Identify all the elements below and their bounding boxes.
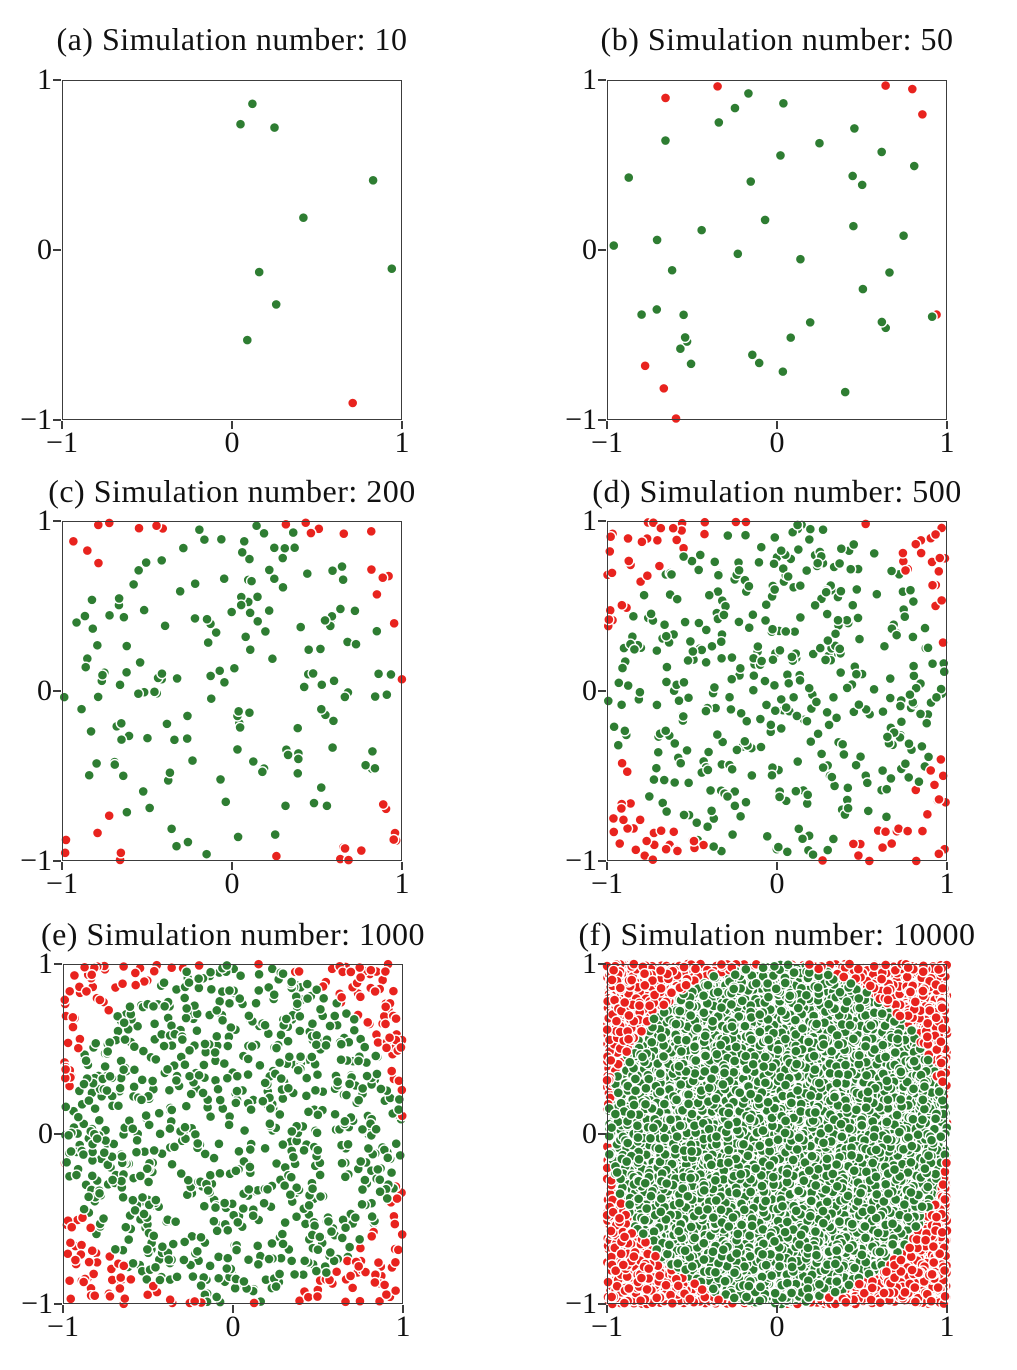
y-tick [54, 963, 62, 965]
y-tick-label: 0 [37, 674, 52, 707]
x-tick-label: 0 [224, 426, 240, 459]
x-tick [401, 421, 403, 429]
x-tick [946, 862, 948, 870]
x-tick [231, 421, 233, 429]
y-tick-label: 1 [37, 504, 52, 537]
y-tick-label: 1 [582, 63, 597, 96]
scatter-canvas-d [599, 513, 955, 869]
y-tick-label: −1 [20, 403, 52, 436]
y-tick [598, 1303, 606, 1305]
y-tick [54, 1303, 62, 1305]
y-tick-label: 1 [38, 947, 53, 980]
y-tick-label: 0 [582, 674, 597, 707]
y-tick [54, 1133, 62, 1135]
panel-e-plot: −1 −1 0 0 1 1 [21, 949, 411, 1342]
x-tick-label: 0 [769, 867, 785, 900]
panel-a-plot: −1 −1 0 0 1 1 [20, 65, 410, 458]
x-tick-label: 0 [769, 426, 785, 459]
x-tick [776, 421, 778, 429]
x-tick-label: 0 [224, 867, 240, 900]
x-tick-label: 0 [225, 1310, 241, 1343]
x-tick-label: −1 [591, 867, 623, 900]
y-tick-label: −1 [565, 1287, 597, 1320]
x-tick-label: 1 [394, 426, 410, 459]
x-tick [231, 862, 233, 870]
x-tick [62, 1305, 64, 1313]
y-tick [53, 690, 61, 692]
x-tick-label: −1 [591, 1310, 623, 1343]
x-tick [61, 421, 63, 429]
x-tick-label: 1 [939, 867, 955, 900]
x-tick-label: −1 [46, 426, 78, 459]
scatter-canvas-a [54, 72, 410, 428]
x-tick [776, 862, 778, 870]
panel-e: (e) Simulation number: 1000 −1 −1 0 0 1 1 [21, 916, 424, 1342]
panel-d-plot: −1 −1 0 0 1 1 [565, 506, 955, 899]
panel-b-title: (b) Simulation number: 50 [600, 21, 954, 57]
x-tick [61, 862, 63, 870]
x-tick-label: 0 [769, 1310, 785, 1343]
x-tick-label: −1 [46, 867, 78, 900]
panel-c: (c) Simulation number: 200 −1 −1 0 0 1 1 [20, 473, 415, 899]
panel-c-title: (c) Simulation number: 200 [48, 473, 416, 509]
panel-b: (b) Simulation number: 50 −1 −1 0 0 1 1 [565, 21, 955, 458]
y-tick-label: −1 [565, 403, 597, 436]
panel-f-plot: −1 −1 0 0 1 1 [565, 949, 955, 1342]
scatter-canvas-e [55, 956, 411, 1312]
x-tick-label: 1 [939, 426, 955, 459]
y-tick [598, 520, 606, 522]
y-tick-label: 0 [582, 1117, 597, 1150]
x-tick-label: 1 [395, 1310, 411, 1343]
y-tick [598, 79, 606, 81]
x-tick [606, 862, 608, 870]
x-tick [946, 1305, 948, 1313]
y-tick-label: 0 [582, 233, 597, 266]
y-tick-label: 0 [38, 1117, 53, 1150]
x-tick [606, 1305, 608, 1313]
scatter-canvas-b [599, 72, 955, 428]
panel-d: (d) Simulation number: 500 −1 −1 0 0 1 1 [565, 473, 961, 899]
y-tick-label: 1 [37, 63, 52, 96]
x-tick [776, 1305, 778, 1313]
y-tick [53, 860, 61, 862]
x-tick-label: 1 [939, 1310, 955, 1343]
panel-d-title: (d) Simulation number: 500 [592, 473, 962, 509]
panel-c-plot: −1 −1 0 0 1 1 [20, 506, 410, 899]
panel-a: (a) Simulation number: 10 −1 −1 0 0 1 1 [20, 21, 410, 458]
y-tick [598, 249, 606, 251]
x-tick-label: −1 [591, 426, 623, 459]
y-tick [598, 860, 606, 862]
x-tick [232, 1305, 234, 1313]
scatter-canvas-c [54, 513, 410, 869]
y-tick [53, 520, 61, 522]
scatter-canvas-f [599, 956, 955, 1312]
x-tick-label: 1 [394, 867, 410, 900]
y-tick [598, 1133, 606, 1135]
y-tick-label: −1 [565, 844, 597, 877]
panel-a-title: (a) Simulation number: 10 [56, 21, 408, 57]
y-tick [53, 249, 61, 251]
panel-f: (f) Simulation number: 10000 −1 −1 0 0 1 1 [565, 916, 975, 1342]
y-tick-label: 0 [37, 233, 52, 266]
y-tick-label: −1 [20, 844, 52, 877]
x-tick [401, 862, 403, 870]
y-tick-label: 1 [582, 504, 597, 537]
panel-f-title: (f) Simulation number: 10000 [578, 916, 976, 952]
y-tick-label: −1 [21, 1287, 53, 1320]
y-tick [598, 963, 606, 965]
y-tick [598, 419, 606, 421]
panel-e-title: (e) Simulation number: 1000 [40, 916, 426, 952]
y-tick [598, 690, 606, 692]
y-tick-label: 1 [582, 947, 597, 980]
x-tick [402, 1305, 404, 1313]
y-tick [53, 419, 61, 421]
y-tick [53, 79, 61, 81]
x-tick [946, 421, 948, 429]
x-tick [606, 421, 608, 429]
x-tick-label: −1 [47, 1310, 79, 1343]
panel-b-plot: −1 −1 0 0 1 1 [565, 65, 955, 458]
